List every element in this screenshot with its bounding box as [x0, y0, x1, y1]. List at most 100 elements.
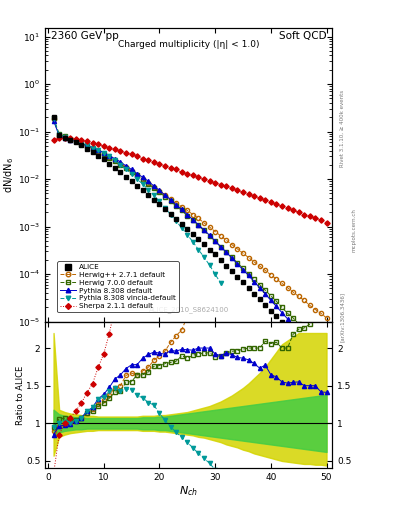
Pythia 8.308 default [179, 206, 184, 212]
Pythia 8.308 vincia-default [84, 142, 89, 148]
Sherpa 2.1.1 default [319, 217, 323, 223]
Pythia 8.308 default [140, 174, 145, 180]
Sherpa 2.1.1 default [140, 156, 145, 162]
ALICE [263, 303, 268, 309]
Pythia 8.308 default [313, 348, 318, 354]
Herwig++ 2.7.1 default [274, 276, 279, 282]
Sherpa 2.1.1 default [107, 144, 112, 151]
Sherpa 2.1.1 default [84, 138, 89, 144]
Text: Soft QCD: Soft QCD [279, 31, 326, 41]
Sherpa 2.1.1 default [202, 176, 206, 182]
ALICE [90, 148, 95, 155]
Pythia 8.308 default [68, 137, 73, 143]
Pythia 8.308 default [279, 310, 284, 316]
Herwig++ 2.7.1 default [79, 140, 84, 146]
Text: 2360 GeV pp: 2360 GeV pp [51, 31, 119, 41]
ALICE [241, 280, 245, 286]
Herwig 7.0.0 default [202, 227, 206, 233]
Herwig 7.0.0 default [285, 310, 290, 316]
ALICE [252, 290, 257, 296]
Sherpa 2.1.1 default [230, 185, 234, 191]
ALICE [101, 156, 106, 162]
Herwig++ 2.7.1 default [257, 263, 262, 269]
ALICE [62, 135, 67, 141]
Herwig 7.0.0 default [307, 332, 312, 338]
Pythia 8.308 default [51, 118, 56, 124]
Sherpa 2.1.1 default [302, 211, 307, 218]
ALICE [279, 318, 284, 325]
Herwig++ 2.7.1 default [285, 285, 290, 291]
ALICE [313, 356, 318, 362]
Pythia 8.308 default [241, 267, 245, 273]
Herwig++ 2.7.1 default [107, 154, 112, 160]
ALICE [51, 114, 56, 120]
Pythia 8.308 default [96, 147, 101, 153]
Pythia 8.308 default [213, 238, 217, 244]
Text: [arXiv:1306.3436]: [arXiv:1306.3436] [340, 292, 345, 343]
Herwig++ 2.7.1 default [96, 148, 101, 154]
Pythia 8.308 default [168, 197, 173, 203]
Sherpa 2.1.1 default [57, 135, 61, 141]
Sherpa 2.1.1 default [268, 199, 273, 205]
Sherpa 2.1.1 default [73, 136, 78, 142]
Herwig 7.0.0 default [252, 276, 257, 283]
ALICE [274, 313, 279, 319]
Pythia 8.308 default [207, 232, 212, 238]
Herwig 7.0.0 default [146, 181, 151, 187]
Herwig 7.0.0 default [51, 115, 56, 121]
Pythia 8.308 default [296, 329, 301, 335]
ALICE [230, 268, 234, 274]
Herwig++ 2.7.1 default [135, 172, 140, 178]
X-axis label: $N_{ch}$: $N_{ch}$ [179, 484, 198, 498]
Herwig++ 2.7.1 default [213, 228, 217, 234]
Pythia 8.308 vincia-default [174, 218, 178, 224]
ALICE [73, 139, 78, 145]
Pythia 8.308 default [118, 159, 123, 165]
Herwig 7.0.0 default [118, 162, 123, 168]
ALICE [324, 370, 329, 376]
ALICE [107, 161, 112, 167]
ALICE [246, 285, 251, 291]
Pythia 8.308 default [274, 303, 279, 309]
Herwig++ 2.7.1 default [163, 191, 167, 198]
Pythia 8.308 default [107, 153, 112, 159]
Pythia 8.308 default [84, 142, 89, 148]
Pythia 8.308 default [285, 316, 290, 322]
Herwig++ 2.7.1 default [185, 207, 189, 214]
Herwig++ 2.7.1 default [118, 161, 123, 167]
Pythia 8.308 vincia-default [90, 144, 95, 151]
Herwig++ 2.7.1 default [241, 250, 245, 257]
ALICE [257, 296, 262, 302]
Sherpa 2.1.1 default [135, 154, 140, 160]
Herwig++ 2.7.1 default [313, 307, 318, 313]
Sherpa 2.1.1 default [257, 195, 262, 201]
ALICE [307, 350, 312, 356]
Herwig 7.0.0 default [140, 177, 145, 183]
ALICE [185, 225, 189, 231]
Herwig++ 2.7.1 default [307, 303, 312, 309]
Herwig++ 2.7.1 default [324, 315, 329, 321]
Text: mcplots.cern.ch: mcplots.cern.ch [352, 208, 357, 252]
Pythia 8.308 vincia-default [191, 239, 195, 245]
ALICE [129, 178, 134, 184]
Pythia 8.308 default [307, 342, 312, 348]
Pythia 8.308 default [129, 166, 134, 173]
Herwig 7.0.0 default [57, 131, 61, 137]
Sherpa 2.1.1 default [191, 172, 195, 178]
Pythia 8.308 vincia-default [185, 231, 189, 238]
Sherpa 2.1.1 default [174, 166, 178, 173]
Herwig 7.0.0 default [319, 344, 323, 350]
Line: Herwig++ 2.7.1 default: Herwig++ 2.7.1 default [51, 117, 329, 320]
Text: Charged multiplicity (|η| < 1.0): Charged multiplicity (|η| < 1.0) [118, 40, 259, 49]
Line: Pythia 8.308 vincia-default: Pythia 8.308 vincia-default [51, 116, 223, 285]
ALICE [168, 210, 173, 217]
Pythia 8.308 default [219, 244, 223, 250]
Sherpa 2.1.1 default [279, 203, 284, 209]
ALICE [151, 197, 156, 203]
Pythia 8.308 default [235, 261, 240, 267]
Herwig 7.0.0 default [179, 207, 184, 214]
Herwig++ 2.7.1 default [235, 246, 240, 252]
Pythia 8.308 vincia-default [124, 166, 129, 173]
Herwig++ 2.7.1 default [202, 220, 206, 226]
Herwig++ 2.7.1 default [151, 184, 156, 190]
